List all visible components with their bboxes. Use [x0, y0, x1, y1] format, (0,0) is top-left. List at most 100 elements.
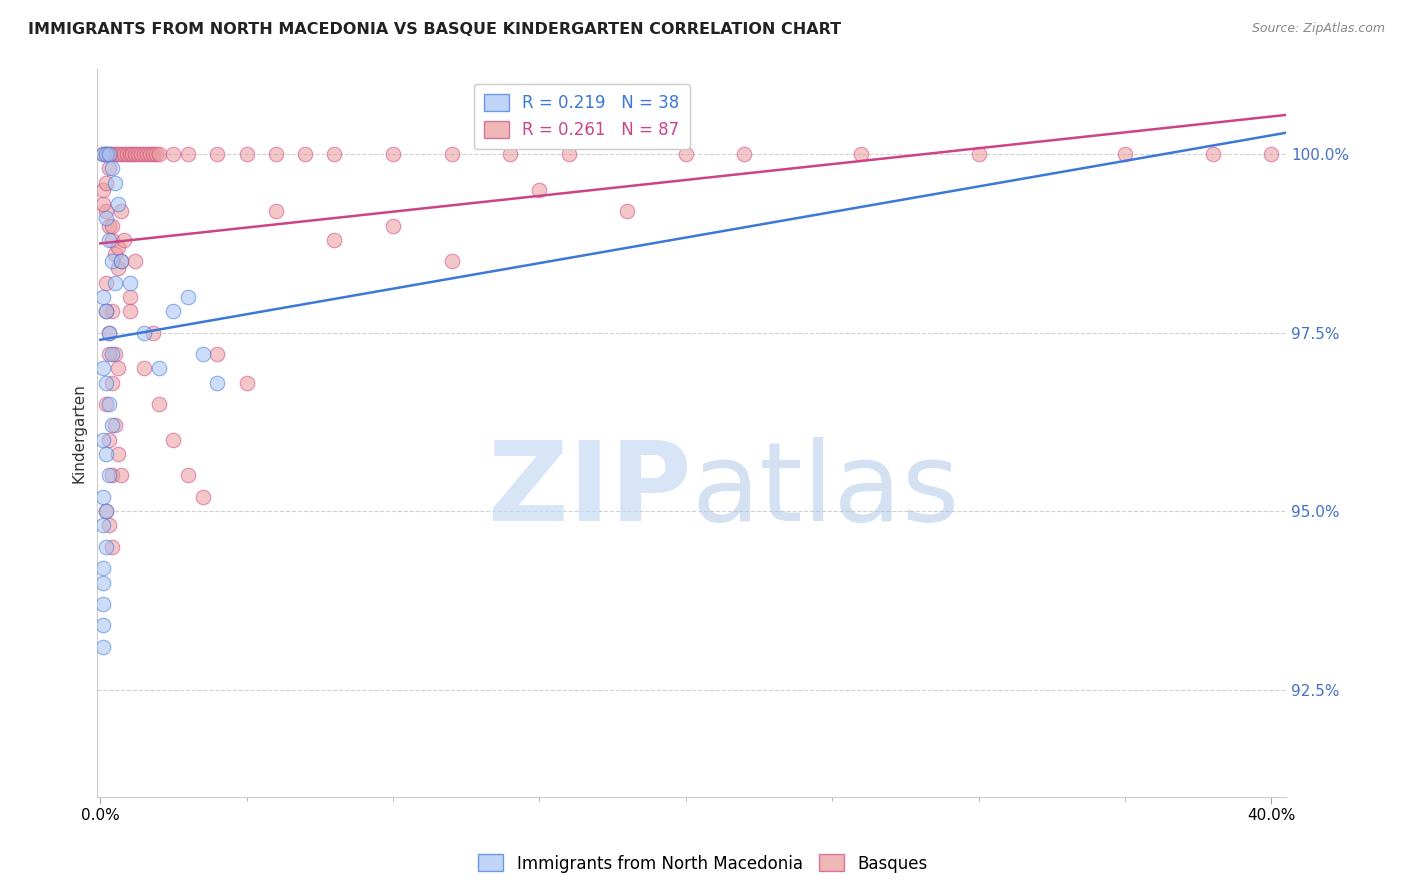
Point	[207, 376, 229, 390]
Point	[529, 183, 551, 197]
Point	[323, 147, 346, 161]
Point	[177, 147, 200, 161]
Point	[134, 147, 156, 161]
Point	[98, 397, 121, 411]
Legend: Immigrants from North Macedonia, Basques: Immigrants from North Macedonia, Basques	[471, 847, 935, 880]
Point	[107, 261, 129, 276]
Point	[1260, 147, 1282, 161]
Point	[207, 147, 229, 161]
Point	[101, 147, 124, 161]
Point	[101, 376, 124, 390]
Point	[616, 204, 638, 219]
Point	[91, 290, 114, 304]
Point	[94, 447, 117, 461]
Point	[148, 361, 170, 376]
Point	[104, 247, 127, 261]
Point	[104, 347, 127, 361]
Point	[98, 147, 121, 161]
Point	[675, 147, 697, 161]
Point	[91, 640, 114, 654]
Point	[94, 276, 117, 290]
Point	[110, 254, 132, 268]
Point	[134, 326, 156, 340]
Point	[104, 176, 127, 190]
Point	[98, 518, 121, 533]
Point	[499, 147, 522, 161]
Point	[118, 290, 141, 304]
Point	[235, 376, 257, 390]
Point	[91, 618, 114, 632]
Point	[121, 147, 143, 161]
Point	[98, 161, 121, 176]
Point	[107, 240, 129, 254]
Point	[91, 147, 114, 161]
Point	[98, 433, 121, 447]
Point	[98, 233, 121, 247]
Point	[94, 504, 117, 518]
Point	[382, 147, 405, 161]
Point	[91, 561, 114, 575]
Point	[94, 304, 117, 318]
Point	[101, 219, 124, 233]
Point	[191, 490, 214, 504]
Point	[235, 147, 257, 161]
Point	[294, 147, 316, 161]
Point	[91, 197, 114, 211]
Y-axis label: Kindergarten: Kindergarten	[72, 383, 86, 483]
Point	[101, 233, 124, 247]
Text: Source: ZipAtlas.com: Source: ZipAtlas.com	[1251, 22, 1385, 36]
Point	[118, 276, 141, 290]
Point	[142, 147, 165, 161]
Point	[94, 204, 117, 219]
Point	[98, 326, 121, 340]
Legend: R = 0.219   N = 38, R = 0.261   N = 87: R = 0.219 N = 38, R = 0.261 N = 87	[474, 84, 690, 149]
Point	[107, 197, 129, 211]
Point	[101, 418, 124, 433]
Text: atlas: atlas	[692, 437, 960, 544]
Point	[94, 397, 117, 411]
Point	[98, 147, 121, 161]
Point	[91, 361, 114, 376]
Point	[124, 254, 146, 268]
Point	[91, 433, 114, 447]
Point	[207, 347, 229, 361]
Point	[110, 147, 132, 161]
Point	[94, 376, 117, 390]
Point	[1114, 147, 1136, 161]
Point	[94, 304, 117, 318]
Point	[104, 276, 127, 290]
Point	[733, 147, 755, 161]
Point	[162, 147, 184, 161]
Point	[91, 597, 114, 611]
Point	[98, 347, 121, 361]
Point	[101, 540, 124, 554]
Point	[440, 147, 463, 161]
Point	[1202, 147, 1225, 161]
Point	[177, 290, 200, 304]
Point	[110, 468, 132, 483]
Point	[136, 147, 159, 161]
Point	[118, 147, 141, 161]
Point	[107, 447, 129, 461]
Point	[107, 361, 129, 376]
Point	[112, 147, 135, 161]
Point	[142, 326, 165, 340]
Point	[118, 304, 141, 318]
Point	[104, 147, 127, 161]
Point	[264, 204, 287, 219]
Point	[94, 147, 117, 161]
Point	[94, 540, 117, 554]
Point	[101, 304, 124, 318]
Point	[323, 233, 346, 247]
Point	[110, 204, 132, 219]
Point	[101, 468, 124, 483]
Point	[162, 433, 184, 447]
Point	[124, 147, 146, 161]
Point	[115, 147, 138, 161]
Point	[94, 147, 117, 161]
Point	[967, 147, 990, 161]
Text: IMMIGRANTS FROM NORTH MACEDONIA VS BASQUE KINDERGARTEN CORRELATION CHART: IMMIGRANTS FROM NORTH MACEDONIA VS BASQU…	[28, 22, 841, 37]
Point	[134, 361, 156, 376]
Point	[851, 147, 873, 161]
Point	[177, 468, 200, 483]
